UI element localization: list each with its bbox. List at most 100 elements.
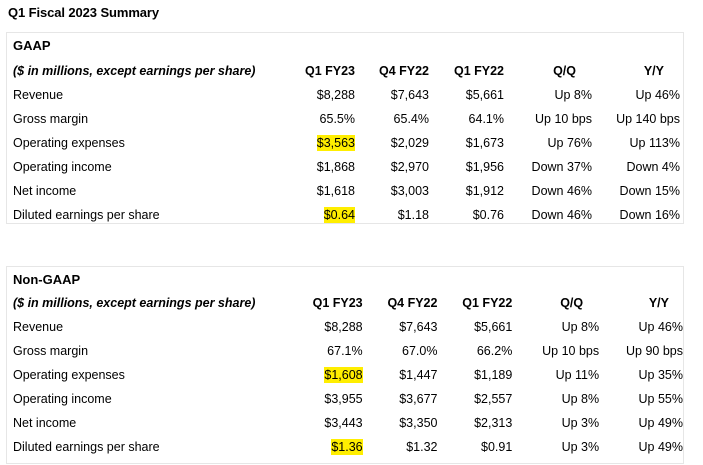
cell-q1fy23: $1,618 [316,184,355,198]
row-label: Revenue [13,320,64,334]
cell-q1fy22: $2,557 [474,392,513,406]
cell-qq: Up 76% [547,136,592,150]
gaap-panel: GAAP ($ in millions, except earnings per… [6,32,684,224]
cell-yy: Down 15% [619,184,680,198]
row-label: Revenue [13,88,64,102]
cell-yy: Up 46% [635,88,680,102]
table-row: Operating income $3,955 $3,677 $2,557 Up… [7,387,683,411]
cell-q1fy22: $1,673 [465,136,504,150]
table-row: Net income $1,618 $3,003 $1,912 Down 46%… [7,179,680,203]
cell-q1fy22: $0.76 [472,208,504,222]
cell-q4fy22: 67.0% [402,344,438,358]
row-label: Net income [13,184,77,198]
row-label: Operating expenses [13,368,125,382]
col-header-qq: Q/Q [560,296,584,310]
cell-yy: Up 55% [638,392,683,406]
cell-yy: Up 140 bps [616,112,680,126]
cell-q1fy23: $8,288 [324,320,363,334]
units-note: ($ in millions, except earnings per shar… [13,296,256,310]
cell-q4fy22: $3,677 [399,392,438,406]
cell-qq: Down 46% [531,208,592,222]
highlighted-value: $0.64 [323,207,355,223]
cell-q1fy23: $0.64 [287,203,355,227]
cell-q1fy22: $0.91 [481,440,513,454]
cell-yy: Up 90 bps [626,344,683,358]
cell-yy: Down 16% [619,208,680,222]
cell-qq: Up 3% [561,440,600,454]
cell-q1fy23: $8,288 [316,88,355,102]
row-label: Operating expenses [13,136,125,150]
cell-qq: Up 11% [555,368,600,382]
col-header-q1fy23: Q1 FY23 [304,64,355,78]
cell-q1fy22: 66.2% [476,344,513,358]
cell-q1fy23: $1,868 [316,160,355,174]
cell-q1fy22: $5,661 [474,320,513,334]
cell-q4fy22: 65.4% [393,112,429,126]
cell-q1fy23: $3,443 [324,416,363,430]
cell-qq: Up 10 bps [535,112,592,126]
row-label: Net income [13,416,77,430]
cell-q1fy23: $1.36 [297,435,363,459]
cell-yy: Up 46% [638,320,683,334]
cell-yy: Up 35% [638,368,683,382]
cell-yy: Down 4% [626,160,681,174]
col-header-qq: Q/Q [553,64,576,78]
cell-q1fy22: $1,912 [465,184,504,198]
page-title: Q1 Fiscal 2023 Summary [8,5,160,20]
table-row: Gross margin 67.1% 67.0% 66.2% Up 10 bps… [7,339,683,363]
cell-yy: Up 113% [629,136,681,150]
cell-q4fy22: $1.32 [406,440,438,454]
cell-q1fy23: $3,955 [324,392,363,406]
col-header-q1fy22: Q1 FY22 [462,296,513,310]
col-header-q4fy22: Q4 FY22 [387,296,438,310]
cell-q4fy22: $2,029 [390,136,429,150]
col-header-yy: Y/Y [648,296,669,310]
cell-qq: Up 3% [561,416,600,430]
table-row: Diluted earnings per share $1.36 $1.32 $… [7,435,683,459]
row-label: Diluted earnings per share [13,208,160,222]
row-label: Gross margin [13,112,89,126]
table-row: Operating expenses $3,563 $2,029 $1,673 … [7,131,680,155]
cell-q1fy23: $1,608 [297,363,363,387]
col-header-q1fy22: Q1 FY22 [453,64,504,78]
cell-q1fy22: $2,313 [474,416,513,430]
col-header-q1fy23: Q1 FY23 [312,296,363,310]
table-row: Net income $3,443 $3,350 $2,313 Up 3% Up… [7,411,683,435]
table-header-row: ($ in millions, except earnings per shar… [7,291,683,315]
gaap-table: ($ in millions, except earnings per shar… [7,59,680,227]
gaap-section-title: GAAP [13,38,51,53]
units-note: ($ in millions, except earnings per shar… [13,64,256,78]
nongaap-table: ($ in millions, except earnings per shar… [7,291,683,459]
cell-q4fy22: $3,350 [399,416,438,430]
table-row: Revenue $8,288 $7,643 $5,661 Up 8% Up 46… [7,83,680,107]
cell-q4fy22: $1.18 [397,208,429,222]
row-label: Operating income [13,160,112,174]
nongaap-panel: Non-GAAP ($ in millions, except earnings… [6,266,684,464]
cell-q4fy22: $1,447 [399,368,438,382]
cell-q1fy23: 67.1% [327,344,363,358]
cell-yy: Up 49% [638,440,683,454]
cell-qq: Up 10 bps [542,344,600,358]
highlighted-value: $1,608 [324,367,363,383]
table-row: Operating expenses $1,608 $1,447 $1,189 … [7,363,683,387]
cell-q1fy23: 65.5% [319,112,355,126]
table-row: Gross margin 65.5% 65.4% 64.1% Up 10 bps… [7,107,680,131]
cell-q1fy23: $3,563 [287,131,355,155]
row-label: Operating income [13,392,112,406]
col-header-q4fy22: Q4 FY22 [378,64,429,78]
table-header-row: ($ in millions, except earnings per shar… [7,59,680,83]
cell-q1fy22: $1,189 [474,368,513,382]
cell-q4fy22: $7,643 [399,320,438,334]
cell-q1fy22: $1,956 [465,160,504,174]
table-row: Operating income $1,868 $2,970 $1,956 Do… [7,155,680,179]
col-header-yy: Y/Y [643,64,664,78]
row-label: Diluted earnings per share [13,440,160,454]
cell-q4fy22: $7,643 [390,88,429,102]
cell-qq: Down 46% [531,184,592,198]
cell-q4fy22: $2,970 [390,160,429,174]
cell-q1fy22: $5,661 [465,88,504,102]
table-row: Diluted earnings per share $0.64 $1.18 $… [7,203,680,227]
nongaap-section-title: Non-GAAP [13,272,81,287]
cell-q4fy22: $3,003 [390,184,429,198]
cell-qq: Up 8% [554,88,592,102]
